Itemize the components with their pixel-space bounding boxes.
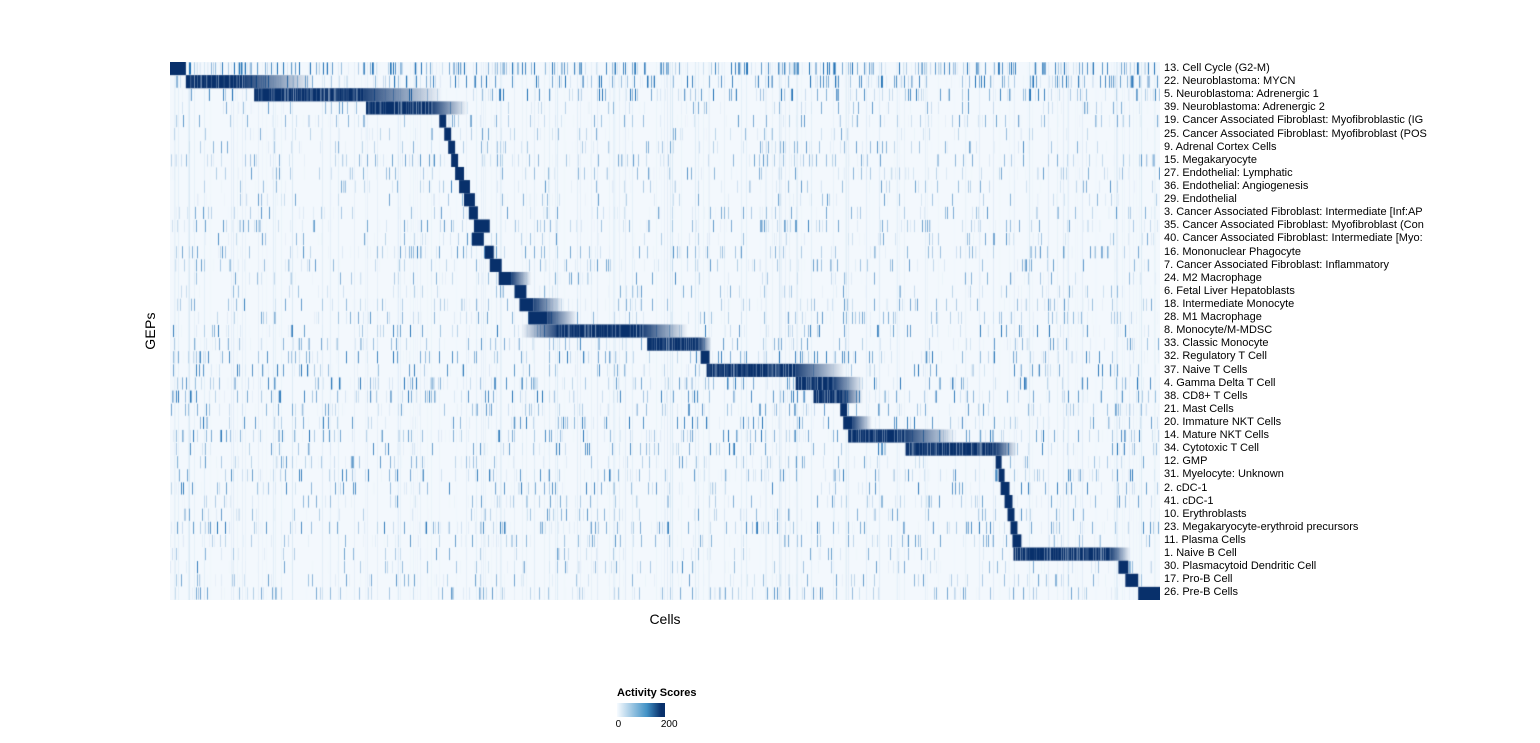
row-label: 31. Myelocyte: Unknown (1164, 468, 1284, 481)
row-label: 18. Intermediate Monocyte (1164, 297, 1295, 310)
row-label: 29. Endothelial (1164, 193, 1237, 206)
row-label: 6. Fetal Liver Hepatoblasts (1164, 284, 1295, 297)
row-label: 24. M2 Macrophage (1164, 271, 1262, 284)
row-label: 15. Megakaryocyte (1164, 153, 1257, 166)
row-labels: 13. Cell Cycle (G2-M) 22. Neuroblastoma: … (1164, 62, 1540, 600)
row-label: 5. Neuroblastoma: Adrenergic 1 (1164, 88, 1319, 101)
x-axis-label: Cells (649, 611, 681, 627)
row-label: 30. Plasmacytoid Dendritic Cell (1164, 560, 1317, 573)
row-label: 28. M1 Macrophage (1164, 311, 1262, 324)
legend: Activity Scores 0 200 (615, 687, 697, 731)
row-label: 37. Naive T Cells (1164, 363, 1248, 376)
row-label: 20. Immature NKT Cells (1164, 415, 1282, 428)
row-label: 17. Pro-B Cell (1164, 573, 1233, 586)
row-label: 33. Classic Monocyte (1164, 337, 1269, 350)
row-label: 13. Cell Cycle (G2-M) (1164, 62, 1270, 74)
row-label: 14. Mature NKT Cells (1164, 429, 1269, 442)
row-label: 27. Endothelial: Lymphatic (1164, 166, 1293, 179)
legend-tick-min: 0 (615, 719, 622, 730)
row-label: 36. Endothelial: Angiogenesis (1164, 179, 1309, 192)
legend-title: Activity Scores (617, 687, 697, 699)
row-label: 3. Cancer Associated Fibroblast: Interme… (1164, 206, 1423, 219)
row-label: 11. Plasma Cells (1164, 533, 1246, 546)
row-label: 21. Mast Cells (1164, 402, 1234, 415)
y-axis-label: GEPs (142, 312, 158, 350)
row-label: 40. Cancer Associated Fibroblast: Interm… (1164, 232, 1423, 245)
row-label: 7. Cancer Associated Fibroblast: Inflamm… (1164, 258, 1389, 271)
row-label: 10. Erythroblasts (1164, 507, 1247, 520)
row-label: 2. cDC-1 (1164, 481, 1208, 494)
row-label: 38. CD8+ T Cells (1164, 389, 1248, 402)
row-label: 9. Adrenal Cortex Cells (1164, 140, 1277, 153)
row-label: 35. Cancer Associated Fibroblast: Myofib… (1164, 219, 1424, 232)
row-label: 23. Megakaryocyte-erythroid precursors (1164, 520, 1359, 533)
legend-tick-max: 200 (660, 719, 678, 730)
row-label: 41. cDC-1 (1164, 494, 1214, 507)
row-label: 32. Regulatory T Cell (1164, 350, 1267, 363)
row-label: 1. Naive B Cell (1164, 547, 1237, 560)
row-label: 39. Neuroblastoma: Adrenergic 2 (1164, 101, 1325, 114)
row-label: 12. GMP (1164, 455, 1208, 468)
row-label: 16. Mononuclear Phagocyte (1164, 245, 1301, 258)
row-label: 19. Cancer Associated Fibroblast: Myofib… (1164, 114, 1424, 127)
row-label: 4. Gamma Delta T Cell (1164, 376, 1276, 389)
legend-ticks: 0 200 (615, 719, 678, 731)
row-label: 26. Pre-B Cells (1164, 586, 1238, 599)
row-label: 34. Cytotoxic T Cell (1164, 442, 1259, 455)
heatmap-canvas (170, 62, 1160, 600)
row-label: 8. Monocyte/M-MDSC (1164, 324, 1273, 337)
row-label: 22. Neuroblastoma: MYCN (1164, 75, 1296, 88)
legend-gradient-bar (617, 703, 665, 717)
row-label: 25. Cancer Associated Fibroblast: Myofib… (1164, 127, 1427, 140)
